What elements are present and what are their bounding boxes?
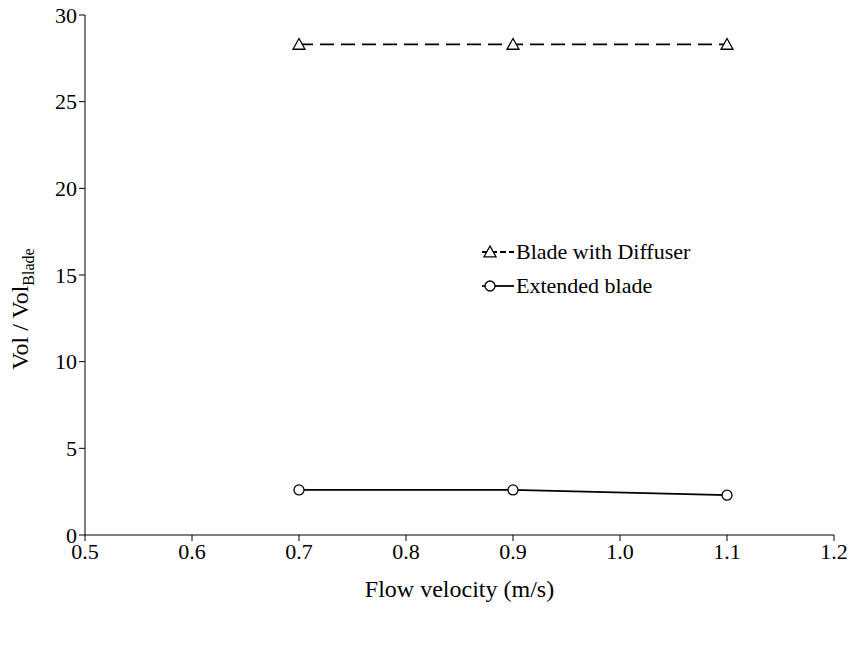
svg-text:0.6: 0.6 [178, 539, 206, 564]
svg-text:30: 30 [55, 3, 77, 28]
svg-text:0.8: 0.8 [392, 539, 420, 564]
svg-text:10: 10 [55, 349, 77, 374]
svg-text:1.0: 1.0 [606, 539, 634, 564]
svg-text:25: 25 [55, 89, 77, 114]
svg-text:5: 5 [66, 436, 77, 461]
svg-text:Flow velocity (m/s): Flow velocity (m/s) [365, 576, 554, 602]
svg-text:0: 0 [66, 523, 77, 548]
svg-text:Vol / VolBlade: Vol / VolBlade [7, 248, 37, 369]
html-text:Blade with Diffuser: Blade with Diffuser [516, 239, 691, 264]
svg-text:1.2: 1.2 [820, 539, 848, 564]
svg-text:0.9: 0.9 [499, 539, 527, 564]
svg-text:0.7: 0.7 [285, 539, 313, 564]
svg-text:15: 15 [55, 263, 77, 288]
svg-text:0.5: 0.5 [71, 538, 99, 564]
html-text:Extended blade: Extended blade [516, 273, 653, 298]
svg-text:1.1: 1.1 [713, 539, 741, 564]
svg-text:20: 20 [55, 176, 77, 201]
